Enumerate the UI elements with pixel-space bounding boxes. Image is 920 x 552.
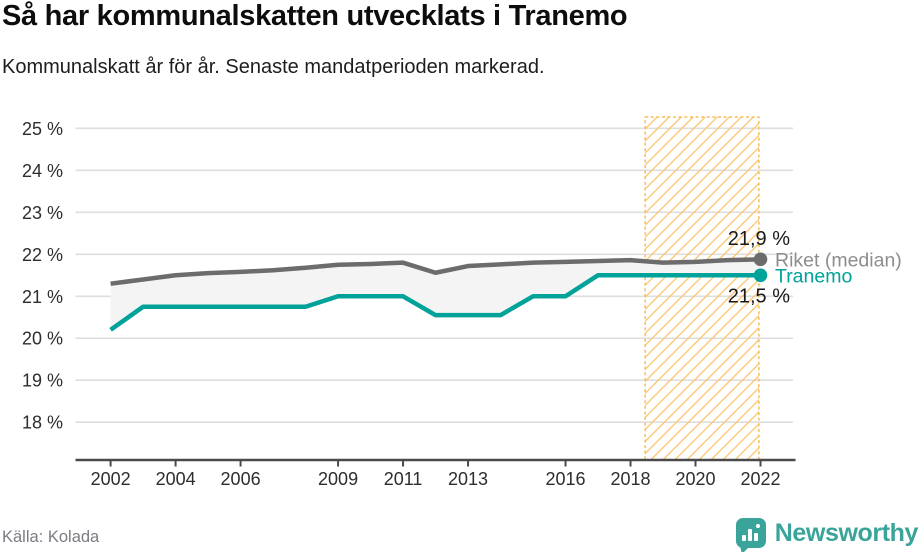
- logo-barchart-icon: [741, 524, 760, 541]
- brand-name: Newsworthy: [774, 518, 919, 547]
- page-subtitle: Kommunalskatt år för år. Senaste mandatp…: [2, 56, 545, 78]
- tranemo-end-value: 21,5 %: [728, 285, 790, 307]
- tranemo-line: [109, 273, 761, 332]
- x-tick-label: 2022: [740, 469, 780, 489]
- mandate-period-region: [645, 117, 759, 460]
- y-tick-label: 19 %: [22, 371, 63, 391]
- tranemo-end-dot: [753, 268, 768, 283]
- y-tick-label: 21 %: [22, 287, 63, 307]
- y-tick-label: 20 %: [22, 329, 63, 349]
- chart-canvas: 18 % 19 % 20 % 21 % 22 % 23 % 24 % 25 % 2002 2004…: [22, 116, 902, 489]
- series-gap-fill: [110, 259, 761, 330]
- logo-dot: [755, 524, 760, 528]
- y-tick-label: 24 %: [22, 161, 63, 181]
- x-tick-label: 2011: [384, 469, 423, 489]
- x-tick-label: 2020: [675, 469, 715, 489]
- riket-end-dot: [753, 252, 768, 267]
- x-tick-label: 2004: [156, 469, 196, 489]
- y-tick-label: 22 %: [22, 245, 63, 265]
- riket-series-label: Riket (median): [775, 249, 902, 271]
- source-note: Källa: Kolada: [2, 528, 100, 546]
- x-tick-label: 2009: [318, 469, 358, 489]
- mandate-period-border: [644, 116, 760, 461]
- x-tick-label: 2006: [221, 469, 261, 489]
- riket-line: [110, 257, 761, 286]
- x-tick-label: 2016: [546, 469, 586, 489]
- y-tick-label: 18 %: [22, 413, 63, 433]
- riket-end-value: 21,9 %: [728, 228, 790, 250]
- logo-tail: [739, 546, 750, 552]
- tranemo-series-label: Tranemo: [775, 265, 852, 287]
- y-tick-label: 25 %: [22, 119, 63, 139]
- x-tick-label: 2002: [91, 469, 131, 489]
- x-tick-label: 2018: [610, 469, 650, 489]
- newsworthy-logo-icon: [735, 518, 766, 552]
- y-tick-label: 23 %: [22, 203, 63, 223]
- x-tick-label: 2013: [448, 469, 488, 489]
- tax-line-chart: 18 % 19 % 20 % 21 % 22 % 23 % 24 % 25 % 2002 2004…: [0, 100, 920, 500]
- page-title: Så har kommunalskatten utvecklats i Tran…: [2, 0, 628, 32]
- newsworthy-brand: Newsworthy: [735, 518, 919, 552]
